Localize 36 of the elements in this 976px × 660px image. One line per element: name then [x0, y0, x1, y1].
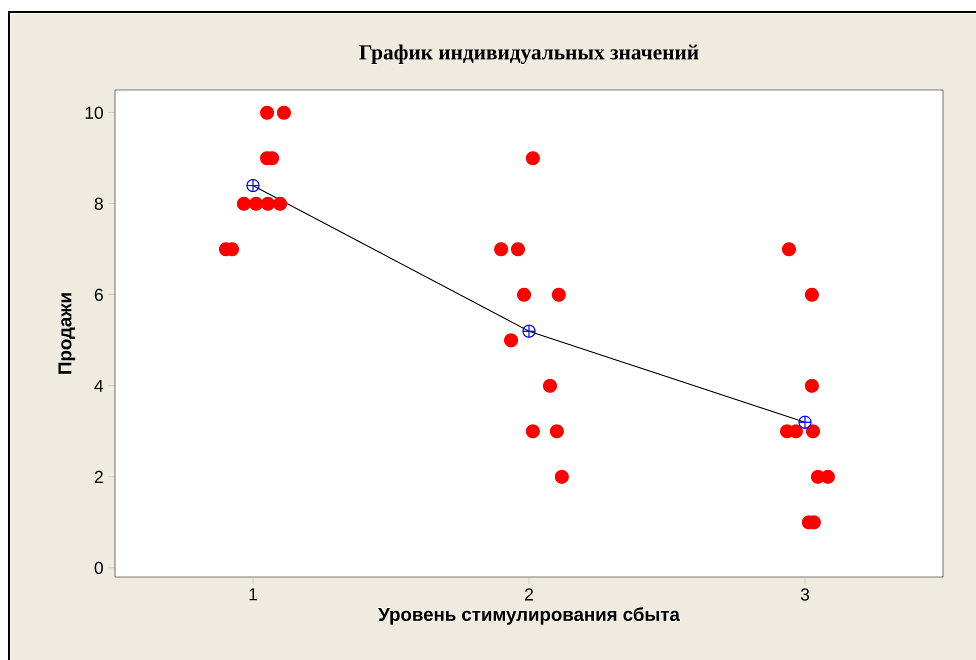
point — [236, 196, 251, 211]
point — [504, 333, 518, 348]
x-tick-label: 3 — [800, 588, 810, 601]
point — [526, 424, 540, 438]
point — [526, 151, 540, 166]
point — [554, 470, 569, 484]
point — [804, 288, 819, 302]
y-tick-label: 0 — [94, 562, 103, 574]
point — [804, 378, 819, 393]
point — [273, 196, 288, 211]
y-axis-title: Продажи — [58, 293, 76, 374]
point — [510, 242, 525, 256]
point — [542, 378, 557, 393]
x-tick-label: 2 — [525, 588, 533, 600]
x-tick-label: 1 — [250, 588, 257, 600]
point — [806, 424, 820, 438]
point — [798, 416, 812, 429]
point — [249, 196, 264, 211]
point — [246, 178, 260, 192]
point — [522, 324, 536, 338]
x-axis-title: Уровень стимулирования сбыта — [378, 607, 680, 625]
chart-title: График индивидуальных значений — [359, 44, 699, 64]
point — [550, 424, 564, 438]
y-tick-label: 10 — [86, 106, 103, 119]
y-tick-label: 8 — [94, 198, 103, 210]
point — [260, 196, 275, 211]
y-tick-label: 6 — [94, 288, 103, 301]
point — [552, 288, 566, 302]
point — [782, 242, 796, 256]
point — [260, 106, 274, 120]
point — [494, 242, 508, 256]
y-tick-label: 4 — [94, 380, 104, 392]
point — [517, 288, 532, 302]
y-tick-label: 2 — [94, 470, 103, 483]
point — [820, 470, 835, 484]
point — [276, 106, 291, 120]
